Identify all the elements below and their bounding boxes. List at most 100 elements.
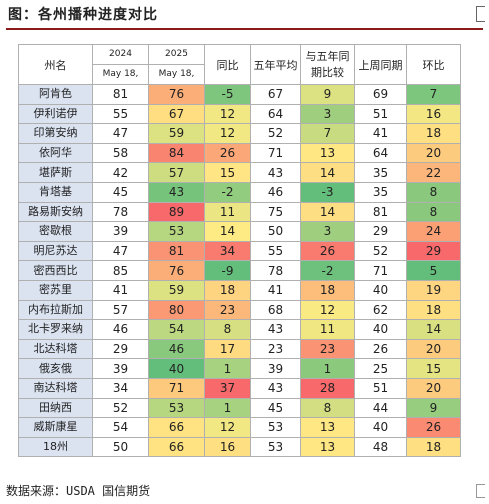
header-five-year-avg: 五年平均	[250, 44, 301, 85]
cell-last-week: 62	[354, 299, 407, 321]
cell-2025: 43	[148, 181, 205, 203]
cell-vs-five-year: 14	[300, 162, 355, 183]
cell-wow: 7	[406, 84, 461, 105]
cell-last-week: 51	[354, 377, 407, 399]
cell-2024: 47	[92, 123, 149, 144]
cell-2024: 54	[92, 417, 149, 438]
cell-yoy: -5	[204, 84, 251, 105]
cell-five-year-avg: 55	[250, 240, 301, 262]
cell-last-week: 64	[354, 142, 407, 164]
cell-vs-five-year: 26	[300, 240, 355, 262]
cell-2025: 46	[148, 338, 205, 360]
cell-2025: 80	[148, 299, 205, 321]
cell-state: 威斯康星	[18, 417, 93, 438]
table-row: 路易斯安纳 78 89 11 75 14 81 8	[18, 201, 461, 223]
cell-2024: 41	[92, 279, 149, 301]
cell-yoy: 23	[204, 299, 251, 321]
corner-mark	[476, 6, 485, 22]
cell-state: 肯塔基	[18, 181, 93, 203]
cell-vs-five-year: 12	[300, 299, 355, 321]
cell-wow: 20	[406, 377, 461, 399]
cell-five-year-avg: 67	[250, 84, 301, 105]
cell-last-week: 25	[354, 358, 407, 379]
cell-state: 田纳西	[18, 397, 93, 419]
cell-vs-five-year: 1	[300, 358, 355, 379]
cell-state: 路易斯安纳	[18, 201, 93, 223]
cell-state: 伊利诺伊	[18, 103, 93, 125]
cell-wow: 8	[406, 181, 461, 203]
cell-state: 密歇根	[18, 221, 93, 242]
cell-state: 密苏里	[18, 279, 93, 301]
table-row: 明尼苏达 47 81 34 55 26 52 29	[18, 240, 461, 262]
sowing-progress-table: 州名 2024 2025 同比 五年平均 与五年同 期比较 上周同期 环比 Ma…	[18, 44, 461, 458]
cell-wow: 26	[406, 417, 461, 438]
cell-yoy: 34	[204, 240, 251, 262]
cell-vs-five-year: 13	[300, 142, 355, 164]
cell-wow: 8	[406, 201, 461, 223]
cell-last-week: 26	[354, 338, 407, 360]
cell-2025: 66	[148, 436, 205, 458]
cell-2025: 76	[148, 260, 205, 281]
cell-five-year-avg: 75	[250, 201, 301, 223]
header-vs-five-year-line1: 与五年同	[305, 49, 350, 63]
cell-yoy: 15	[204, 162, 251, 183]
cell-last-week: 29	[354, 221, 407, 242]
cell-state: 明尼苏达	[18, 240, 93, 262]
cell-state: 南达科塔	[18, 377, 93, 399]
cell-2025: 53	[148, 397, 205, 419]
cell-state: 北卡罗来纳	[18, 319, 93, 340]
cell-wow: 20	[406, 142, 461, 164]
cell-yoy: 14	[204, 221, 251, 242]
page-title: 图：各州播种进度对比	[8, 6, 158, 22]
cell-yoy: -9	[204, 260, 251, 281]
cell-2024: 55	[92, 103, 149, 125]
table-row: 密苏里 41 59 18 41 18 40 19	[18, 279, 461, 301]
cell-2025: 54	[148, 319, 205, 340]
table-row: 北达科塔 29 46 17 23 23 26 20	[18, 338, 461, 360]
cell-wow: 14	[406, 319, 461, 340]
table-row: 肯塔基 45 43 -2 46 -3 35 8	[18, 181, 461, 203]
cell-last-week: 41	[354, 123, 407, 144]
cell-wow: 20	[406, 338, 461, 360]
cell-five-year-avg: 53	[250, 417, 301, 438]
cell-yoy: 8	[204, 319, 251, 340]
cell-vs-five-year: -3	[300, 181, 355, 203]
cell-five-year-avg: 68	[250, 299, 301, 321]
cell-2024: 39	[92, 358, 149, 379]
cell-2024: 39	[92, 221, 149, 242]
table-row: 印第安纳 47 59 12 52 7 41 18	[18, 123, 461, 144]
cell-vs-five-year: 3	[300, 221, 355, 242]
table-row: 阿肯色 81 76 -5 67 9 69 7	[18, 84, 461, 105]
cell-wow: 29	[406, 240, 461, 262]
cell-2024: 34	[92, 377, 149, 399]
cell-2025: 81	[148, 240, 205, 262]
header-vs-five-year: 与五年同 期比较	[300, 44, 355, 85]
table-row: 北卡罗来纳 46 54 8 43 11 40 14	[18, 319, 461, 340]
cell-2025: 71	[148, 377, 205, 399]
cell-yoy: 18	[204, 279, 251, 301]
table-row: 威斯康星 54 66 12 53 13 40 26	[18, 417, 461, 438]
cell-five-year-avg: 45	[250, 397, 301, 419]
cell-2024: 46	[92, 319, 149, 340]
cell-last-week: 52	[354, 240, 407, 262]
cell-yoy: 16	[204, 436, 251, 458]
cell-wow: 19	[406, 279, 461, 301]
table-row: 伊利诺伊 55 67 12 64 3 51 16	[18, 103, 461, 125]
cell-2024: 58	[92, 142, 149, 164]
cell-state: 堪萨斯	[18, 162, 93, 183]
table-row: 堪萨斯 42 57 15 43 14 35 22	[18, 162, 461, 183]
cell-wow: 9	[406, 397, 461, 419]
cell-last-week: 69	[354, 84, 407, 105]
header-date-2025: May 18,	[148, 64, 205, 85]
cell-wow: 5	[406, 260, 461, 281]
cell-2025: 67	[148, 103, 205, 125]
header-state: 州名	[18, 44, 93, 85]
cell-2024: 81	[92, 84, 149, 105]
cell-state: 依阿华	[18, 142, 93, 164]
cell-yoy: 26	[204, 142, 251, 164]
cell-last-week: 35	[354, 181, 407, 203]
header-last-week: 上周同期	[354, 44, 407, 85]
cell-last-week: 40	[354, 417, 407, 438]
cell-wow: 18	[406, 299, 461, 321]
cell-last-week: 81	[354, 201, 407, 223]
